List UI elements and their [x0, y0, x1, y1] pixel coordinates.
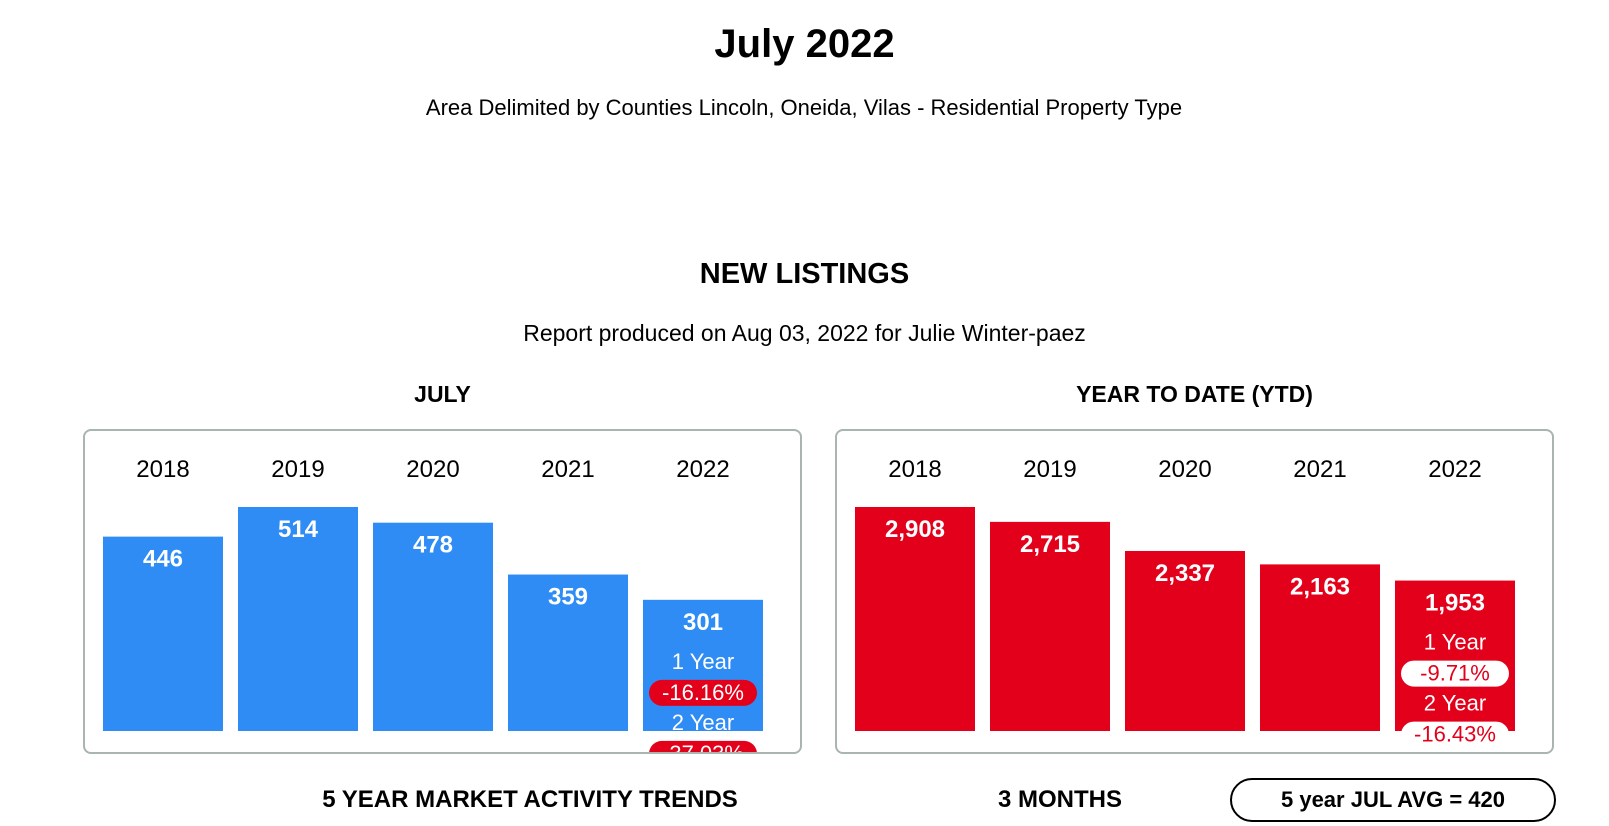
ytd-value-label: 1,953: [1425, 590, 1485, 617]
report-produced-line: Report produced on Aug 03, 2022 for Juli…: [523, 320, 1086, 346]
ytd-year-label: 2021: [1293, 456, 1346, 483]
ytd-bar-chart: 2018 2,908 2019 2,715 2020 2,337 2021 2,163 2022…: [855, 456, 1515, 748]
ytd-bar: [1125, 550, 1245, 731]
ytd-year-label: 2019: [1023, 456, 1076, 483]
ytd-year-label: 2022: [1428, 456, 1481, 483]
july-value-label: 478: [413, 532, 453, 559]
section-title: NEW LISTINGS: [699, 258, 910, 290]
ytd-two-year-badge: [1401, 721, 1509, 748]
ytd-value-label: 2,908: [885, 516, 945, 543]
july-value-label: 301: [683, 609, 723, 636]
ytd-year-label: 2018: [888, 456, 941, 483]
july-year-label: 2018: [136, 456, 189, 483]
july-panel-heading: JULY: [414, 381, 471, 407]
market-trends-label: 5 YEAR MARKET ACTIVITY TRENDS: [322, 786, 738, 813]
july-value-label: 446: [143, 546, 183, 573]
july-year-label: 2019: [271, 456, 324, 483]
july-bar: [238, 507, 358, 731]
july-one-year-badge: [649, 679, 757, 706]
ytd-bar: [990, 521, 1110, 731]
july-one-year-change: -16.16%: [662, 680, 744, 705]
ytd-bar: [855, 507, 975, 731]
ytd-one-year-change: -9.71%: [1420, 661, 1490, 686]
report-subtitle: Area Delimited by Counties Lincoln, Onei…: [425, 95, 1183, 120]
ytd-chart-panel: 2018 2,908 2019 2,715 2020 2,337 2021 2,163 2022…: [835, 429, 1554, 754]
july-bar: [103, 536, 223, 731]
july-chart-panel: 2018 446 2019 514 2020 478 2021 359 2022 301 1 Yea…: [83, 429, 802, 754]
ytd-value-label: 2,715: [1020, 531, 1080, 558]
three-months-label: 3 MONTHS: [997, 786, 1122, 813]
ytd-one-year-label: 1 Year: [1424, 630, 1486, 655]
ytd-two-year-label: 2 Year: [1424, 691, 1486, 716]
report-title: July 2022: [714, 22, 895, 66]
july-bar: [643, 599, 763, 731]
july-value-label: 514: [278, 516, 319, 543]
ytd-one-year-badge: [1401, 660, 1509, 687]
ytd-value-label: 2,337: [1155, 560, 1215, 587]
july-year-label: 2021: [541, 456, 594, 483]
july-year-label: 2022: [676, 456, 729, 483]
july-year-label: 2020: [406, 456, 459, 483]
ytd-bar: [1260, 564, 1380, 731]
july-one-year-label: 1 Year: [672, 649, 734, 674]
ytd-bar: [1395, 580, 1515, 731]
july-two-year-change: -37.03%: [662, 741, 744, 752]
july-value-label: 359: [548, 584, 588, 611]
july-bar: [508, 574, 628, 731]
ytd-year-label: 2020: [1158, 456, 1211, 483]
ytd-value-label: 2,163: [1290, 573, 1350, 600]
five-year-average-badge: 5 year JUL AVG = 420: [1230, 778, 1556, 822]
july-bar: [373, 522, 493, 731]
july-two-year-badge: [649, 740, 757, 752]
july-bar-chart: 2018 446 2019 514 2020 478 2021 359 2022 301 1 Yea…: [103, 456, 763, 752]
july-two-year-label: 2 Year: [672, 710, 734, 735]
ytd-two-year-change: -16.43%: [1414, 722, 1496, 747]
ytd-panel-heading: YEAR TO DATE (YTD): [1076, 381, 1313, 407]
